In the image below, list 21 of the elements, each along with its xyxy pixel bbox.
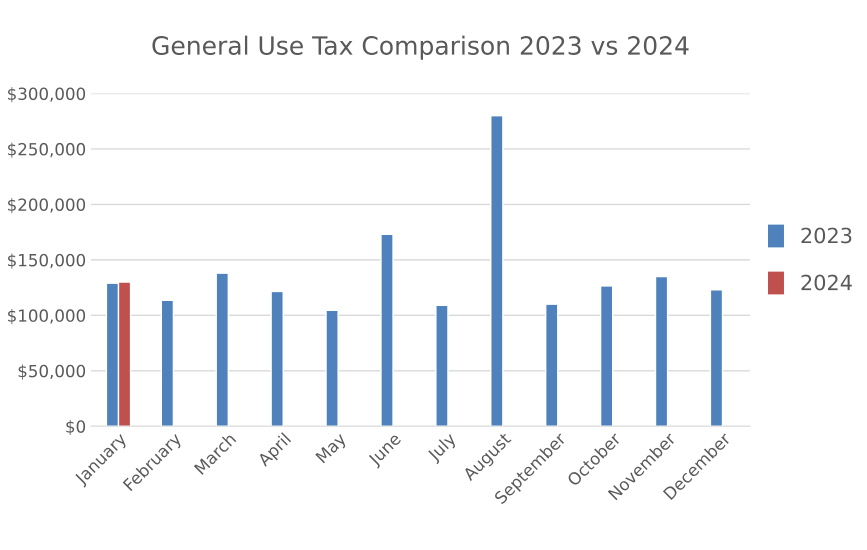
- legend-label: 2024: [801, 274, 852, 290]
- y-tick-label: $100,000: [8, 309, 86, 324]
- bar: [435, 304, 449, 426]
- y-tick-label: $50,000: [18, 364, 86, 380]
- y-tick-label: $0: [66, 420, 86, 436]
- bar: [544, 304, 558, 426]
- bar: [270, 290, 284, 426]
- bar: [600, 285, 614, 426]
- legend-label: 2023: [801, 228, 852, 244]
- bar: [490, 114, 504, 426]
- bar: [160, 300, 174, 426]
- bar: [325, 310, 339, 426]
- bar: [654, 276, 668, 426]
- bar: [380, 234, 394, 426]
- y-tick-label: $300,000: [8, 87, 86, 102]
- bar: [710, 289, 724, 426]
- y-tick-label: $150,000: [8, 254, 86, 269]
- chart-title: General Use Tax Comparison 2023 vs 2024: [152, 36, 689, 60]
- y-tick-label: $250,000: [8, 142, 86, 158]
- y-tick-label: $200,000: [8, 198, 86, 214]
- bar: [216, 272, 230, 426]
